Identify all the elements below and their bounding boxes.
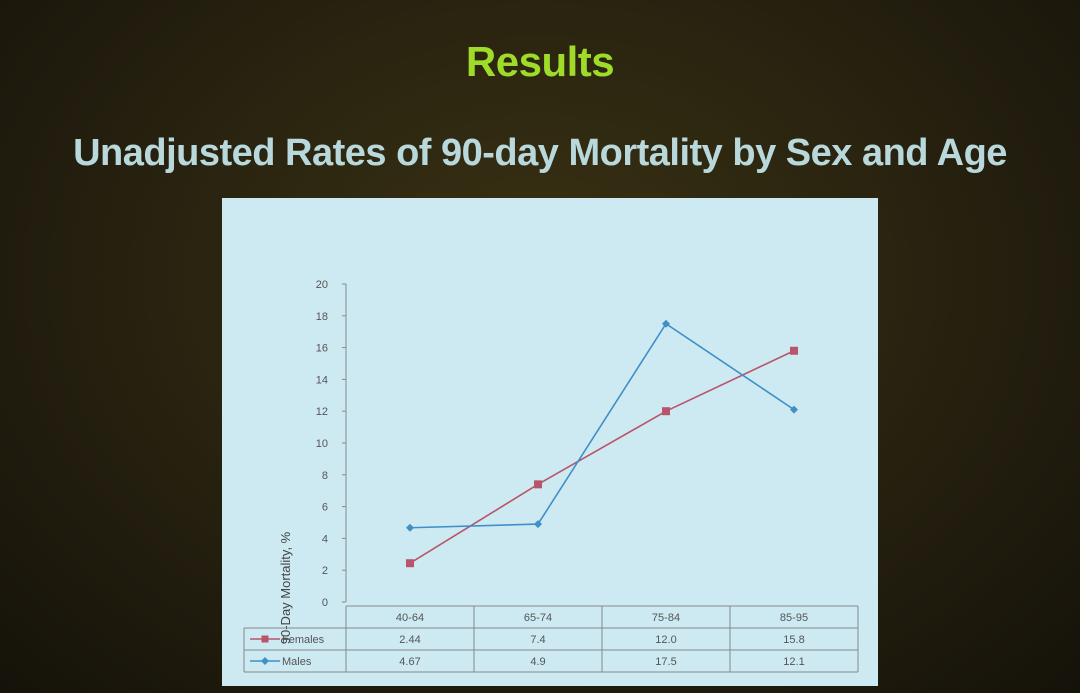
x-tick-label: 40-64 bbox=[396, 612, 424, 624]
x-tick-label: 85-95 bbox=[780, 612, 808, 624]
data-point-females bbox=[662, 407, 670, 416]
data-label-females: 15.8 bbox=[783, 634, 804, 646]
y-axis-title: 90-Day Mortality, % bbox=[278, 531, 293, 644]
legend-key-marker-females bbox=[261, 635, 269, 643]
data-point-males bbox=[662, 319, 670, 328]
x-tick-label: 75-84 bbox=[652, 612, 680, 624]
y-tick-label: 16 bbox=[316, 343, 328, 355]
y-tick-label: 20 bbox=[316, 279, 328, 291]
y-tick-label: 0 bbox=[322, 597, 328, 609]
chart-axes bbox=[342, 283, 347, 603]
data-point-males bbox=[534, 520, 542, 529]
legend-label-females: Females bbox=[282, 634, 325, 646]
y-tick-labels: 0 2 4 6 8 10 12 14 16 18 20 bbox=[316, 279, 328, 609]
data-point-females bbox=[406, 559, 414, 568]
data-point-females bbox=[790, 346, 798, 355]
data-label-females: 12.0 bbox=[655, 634, 676, 646]
series-line-males bbox=[409, 322, 795, 529]
x-tick-label: 65-74 bbox=[524, 612, 552, 624]
data-table: 40-64 65-74 75-84 85-95 Females 2.44 7.4 12.0 15… bbox=[243, 605, 859, 673]
slide-title: Results bbox=[465, 38, 615, 85]
data-point-males bbox=[406, 523, 414, 532]
data-label-females: 2.44 bbox=[399, 634, 420, 646]
data-label-males: 4.67 bbox=[399, 656, 420, 668]
data-label-females: 7.4 bbox=[530, 634, 545, 646]
data-point-females bbox=[534, 480, 542, 489]
y-tick-label: 14 bbox=[316, 374, 328, 386]
series-line-females bbox=[409, 350, 795, 564]
legend-key-marker-males bbox=[261, 657, 269, 665]
data-label-males: 12.1 bbox=[783, 656, 804, 668]
data-point-males bbox=[790, 405, 798, 414]
slide-subtitle: Unadjusted Rates of 90-day Mortality by … bbox=[73, 132, 1007, 174]
series-lines bbox=[406, 319, 798, 568]
chart-panel: 90-Day Mortality, % 0 2 4 6 8 10 12 14 16 18 20 40… bbox=[222, 198, 878, 686]
legend-label-males: Males bbox=[282, 656, 312, 668]
y-tick-label: 4 bbox=[322, 533, 328, 545]
y-tick-label: 12 bbox=[316, 406, 328, 418]
data-label-males: 17.5 bbox=[655, 656, 676, 668]
line-chart: 90-Day Mortality, % 0 2 4 6 8 10 12 14 16 18 20 40… bbox=[243, 279, 859, 673]
y-tick-label: 6 bbox=[322, 502, 328, 514]
data-label-males: 4.9 bbox=[530, 656, 545, 668]
y-tick-label: 10 bbox=[316, 438, 328, 450]
y-tick-label: 2 bbox=[322, 565, 328, 577]
y-tick-label: 8 bbox=[322, 470, 328, 482]
y-tick-label: 18 bbox=[316, 311, 328, 323]
